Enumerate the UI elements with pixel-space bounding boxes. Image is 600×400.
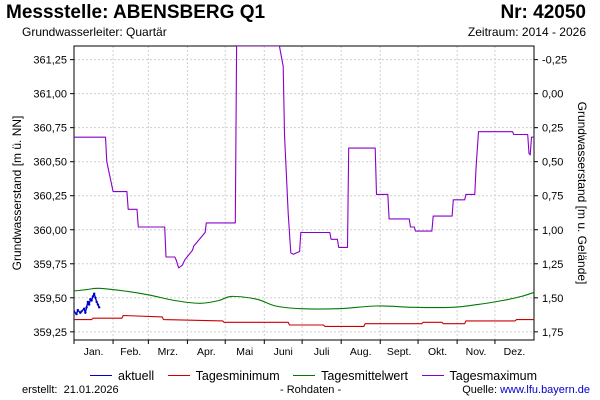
series-line-tagesminimum <box>74 314 534 327</box>
aquifer-label: Grundwasserleiter: Quartär <box>22 25 167 39</box>
legend-label-aktuell: aktuell <box>118 368 155 383</box>
x-tick-label: Sept. <box>387 346 412 358</box>
legend-label-tagesmittelwert: Tagesmittelwert <box>321 368 409 383</box>
y-tick-label-right: 0,00 <box>542 89 563 101</box>
created-date: 21.01.2026 <box>63 384 119 396</box>
data-point-aktuell <box>80 310 83 313</box>
series-line-tagesmaximum <box>74 46 534 269</box>
y-axis-label-left: Grundwasserstand [m ü. NN] <box>10 116 24 271</box>
legend-swatch-aktuell <box>90 375 112 376</box>
y-axis-label-right: Grundwasserstand [m u. Gelände] <box>575 102 589 285</box>
y-tick-label-right: 1,75 <box>542 327 563 339</box>
series-layer <box>74 46 534 327</box>
x-tick-label: Apr. <box>197 346 216 358</box>
y-tick-label-left: 360,75 <box>33 123 67 135</box>
y-tick-label-right: 1,25 <box>542 259 563 271</box>
data-point-aktuell <box>87 303 91 306</box>
x-axis: Jan. Feb. Mrz. Apr. Mai Juni Juli Aug. Sept. Okt.… <box>73 340 526 358</box>
data-point-aktuell <box>98 306 101 309</box>
legend-item-tagesminimum: Tagesminimum <box>167 368 280 383</box>
x-tick-label: Nov. <box>466 346 487 358</box>
legend-swatch-tagesminimum <box>167 375 190 376</box>
data-point-aktuell <box>91 295 95 298</box>
x-tick-label: Dez. <box>504 346 526 358</box>
plot-area <box>73 45 535 341</box>
legend-swatch-tagesmittelwert <box>293 375 316 376</box>
y-tick-label-right: 0,25 <box>542 123 563 135</box>
y-tick-label-left: 360,50 <box>33 157 67 169</box>
x-tick-label: Mai <box>236 346 253 358</box>
legend-item-tagesmaximum: Tagesmaximum <box>421 368 538 383</box>
x-tick-label: Okt. <box>428 346 447 358</box>
y-tick-label-left: 360,25 <box>33 191 67 203</box>
period-label: Zeitraum: 2014 - 2026 <box>467 25 586 39</box>
x-tick-label: Feb. <box>120 346 141 358</box>
legend-label-tagesmaximum: Tagesmaximum <box>449 368 538 383</box>
data-point-aktuell <box>96 303 100 306</box>
legend-item-tagesmittelwert: Tagesmittelwert <box>293 369 408 383</box>
created-label: erstellt: <box>22 384 58 396</box>
data-point-aktuell <box>85 306 88 309</box>
legend-swatch-tagesmaximum <box>421 375 444 376</box>
x-tick-label: Juni <box>274 346 293 358</box>
x-tick-label: Aug. <box>350 346 372 358</box>
y-tick-label-left: 361,25 <box>33 55 67 67</box>
legend: aktuell Tagesminimum Tagesmittelwert Tag… <box>90 365 547 383</box>
legend-label-tagesminimum: Tagesminimum <box>195 368 280 383</box>
y-tick-label-left: 359,75 <box>33 259 67 271</box>
source-info: Quelle: www.lfu.bayern.de <box>462 384 590 396</box>
source-link[interactable]: www.lfu.bayern.de <box>500 384 590 396</box>
y-tick-label-left: 359,50 <box>33 293 67 305</box>
y-tick-label-right: -0,25 <box>542 55 567 67</box>
legend-item-aktuell: aktuell <box>90 369 154 383</box>
source-label: Quelle: <box>462 384 498 396</box>
y-tick-label-right: 1,50 <box>542 293 563 305</box>
data-point-aktuell <box>92 292 96 295</box>
right-axis: -0,25 0,00 0,25 0,50 0,75 1,00 1,25 1,50 1,75 <box>534 55 567 339</box>
left-axis: 359,25 359,50 359,75 360,00 360,25 360,50 360,… <box>33 55 74 339</box>
y-tick-label-right: 1,00 <box>542 225 563 237</box>
x-tick-label: Mrz. <box>158 346 178 358</box>
chart-title: Messstelle: ABENSBERG Q1 <box>6 2 266 23</box>
data-point-aktuell <box>90 299 93 302</box>
raw-data-note: - Rohdaten - <box>280 384 342 396</box>
y-tick-label-right: 0,75 <box>542 191 563 203</box>
data-point-aktuell <box>76 308 79 312</box>
data-point-aktuell <box>86 300 90 304</box>
y-tick-label-left: 359,25 <box>33 327 67 339</box>
station-number: Nr: 42050 <box>500 2 586 23</box>
data-point-aktuell <box>74 310 76 313</box>
series-line-tagesmittelwert <box>74 287 534 310</box>
data-point-aktuell <box>94 296 97 300</box>
y-tick-label-left: 361,00 <box>33 89 67 101</box>
x-tick-label: Jan. <box>84 346 104 358</box>
y-tick-label-right: 0,50 <box>542 157 563 169</box>
data-point-aktuell <box>95 300 98 304</box>
grid-lines <box>74 46 534 340</box>
data-point-aktuell <box>84 311 87 314</box>
y-tick-label-left: 360,00 <box>33 225 67 237</box>
x-tick-label: Juli <box>314 346 330 358</box>
data-point-aktuell <box>82 307 86 310</box>
created-info: erstellt: 21.01.2026 <box>22 384 119 396</box>
data-point-aktuell <box>75 312 78 316</box>
